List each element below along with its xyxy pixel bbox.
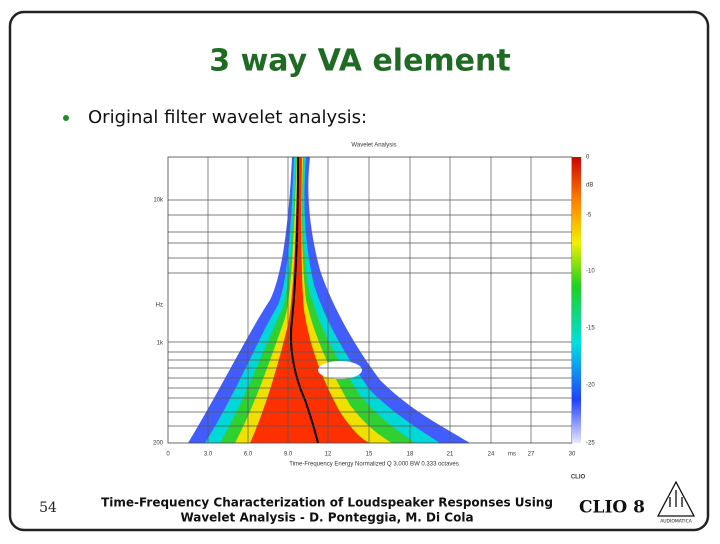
y-tick-label: 1k xyxy=(157,341,164,347)
footer-line: Wavelet Analysis - D. Ponteggia, M. Di C… xyxy=(180,511,473,525)
x-tick-label: 9.0 xyxy=(284,452,293,458)
x-tick-label: 18 xyxy=(407,452,414,458)
figure-caption: Time-Frequency Energy Normalized Q 3.000… xyxy=(289,462,459,468)
page-number: 54 xyxy=(39,500,57,516)
bullet-dot xyxy=(63,115,69,121)
figure-brand: CLIO xyxy=(571,475,586,481)
wavelet-plot: Wavelet Analysis Time-Frequency Energy N… xyxy=(153,143,595,481)
y-tick-label: Hz xyxy=(156,303,163,309)
heatmap-notch xyxy=(318,361,362,379)
figure-title: Wavelet Analysis xyxy=(351,143,396,149)
logo-sub: AUDIOMATICA xyxy=(660,519,693,525)
x-tick-label: 0 xyxy=(166,452,170,458)
colorbar-label: -25 xyxy=(586,441,595,447)
x-tick-label: 15 xyxy=(366,452,373,458)
footer-line: Time-Frequency Characterization of Louds… xyxy=(101,496,553,510)
colorbar-label: dB xyxy=(586,183,593,189)
x-tick-label: 12 xyxy=(325,452,332,458)
x-tick-label: 27 xyxy=(528,452,535,458)
y-tick-label: 200 xyxy=(153,441,164,447)
colorbar xyxy=(572,157,581,443)
heatmap-red xyxy=(250,157,370,443)
y-tick-label: 10k xyxy=(153,198,164,204)
bullet-text: Original filter wavelet analysis: xyxy=(88,107,367,128)
colorbar-label: -5 xyxy=(586,213,592,219)
logo-icon xyxy=(656,480,696,517)
x-tick-label: 3.0 xyxy=(204,452,213,458)
colorbar-label: -15 xyxy=(586,326,595,332)
x-tick-label: 6.0 xyxy=(244,452,253,458)
colorbar-label: -10 xyxy=(586,269,595,275)
logo: CLIO 8 xyxy=(579,498,645,518)
colorbar-label: 0 xyxy=(586,155,590,161)
x-tick-label: ms xyxy=(508,452,516,458)
slide-title: 3 way VA element xyxy=(209,44,510,79)
x-tick-label: 24 xyxy=(488,452,495,458)
colorbar-label: -20 xyxy=(586,383,595,389)
x-tick-label: 21 xyxy=(447,452,454,458)
x-tick-label: 30 xyxy=(569,452,576,458)
heatmap-yellow xyxy=(235,157,392,443)
